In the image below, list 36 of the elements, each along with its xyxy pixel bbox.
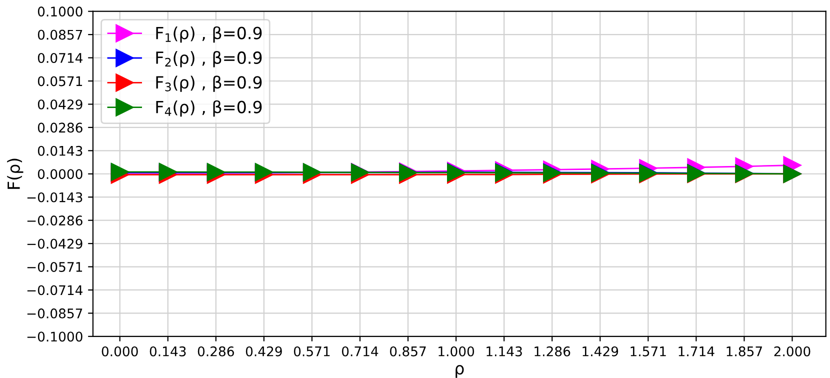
y-tick-label: 0.0857 [38,30,82,40]
y-tick-label: −0.0714 [27,285,82,296]
x-tick-label: 1.429 [582,346,618,356]
legend-label: F$_{4}$(ρ) , β=0.9 [156,100,262,117]
y-tick-label: −0.0429 [27,238,82,249]
y-tick-label: −0.0571 [27,262,82,272]
y-tick-label: −0.0857 [27,308,82,318]
y-tick-label: 0.0571 [38,76,82,86]
y-tick-label: −0.1000 [27,332,82,342]
x-tick-label: 1.857 [726,346,762,356]
legend-label: F$_{3}$(ρ) , β=0.9 [156,76,262,92]
x-axis-title: ρ [456,365,464,378]
x-tick-label: 2.000 [774,346,810,356]
x-tick-label: 0.286 [198,346,234,356]
y-tick-label: 0.1000 [38,6,82,17]
y-tick-label: 0.0429 [38,99,82,110]
x-tick-label: 0.143 [150,346,186,356]
x-tick-label: 1.286 [534,346,570,356]
x-tick-label: 0.714 [342,346,378,356]
y-tick-label: 0.0000 [38,169,82,180]
y-axis-title: F(ρ) [7,158,24,189]
y-tick-label: 0.0143 [38,146,82,156]
legend-label: F$_{1}$(ρ) , β=0.9 [156,26,262,43]
x-tick-label: 0.000 [102,346,138,356]
legend-label: F$_{2}$(ρ) , β=0.9 [156,51,262,68]
x-tick-label: 1.571 [630,346,666,356]
x-tick-label: 0.857 [390,346,426,356]
y-tick-label: −0.0143 [27,192,82,202]
x-tick-label: 0.429 [246,346,282,356]
x-tick-label: 1.714 [678,346,714,356]
x-tick-label: 0.571 [294,346,330,356]
y-tick-label: 0.0714 [38,53,82,63]
x-tick-label: 1.143 [486,346,522,356]
y-tick-label: −0.0286 [27,216,82,226]
x-tick-label: 1.000 [438,346,474,356]
y-tick-label: 0.0286 [38,122,82,133]
